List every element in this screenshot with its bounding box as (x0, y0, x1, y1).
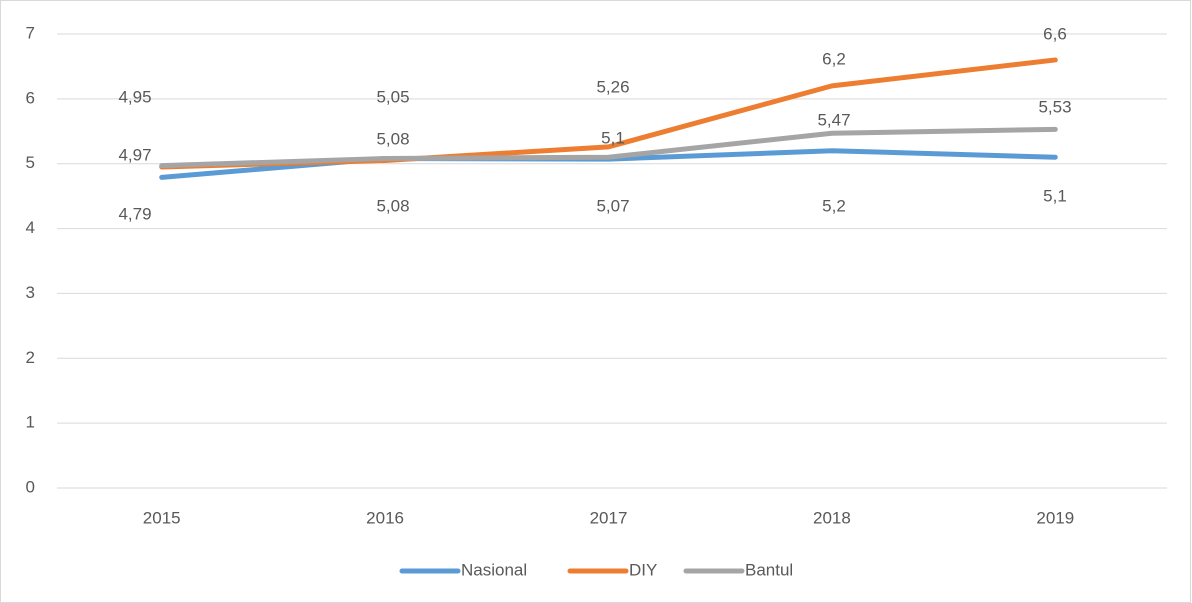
legend-label: DIY (629, 560, 657, 579)
data-label: 5,26 (596, 77, 629, 96)
data-label: 5,2 (822, 196, 846, 215)
data-label: 5,08 (376, 129, 409, 148)
x-tick-label: 2015 (143, 508, 181, 527)
y-tick-label: 1 (26, 413, 35, 432)
series-line (159, 126, 1058, 169)
data-label: 6,6 (1043, 24, 1067, 43)
data-label: 5,05 (376, 87, 409, 106)
x-tick-label: 2016 (366, 508, 404, 527)
y-tick-label: 3 (26, 283, 35, 302)
data-label: 5,1 (601, 128, 625, 147)
x-tick-label: 2017 (590, 508, 628, 527)
data-label: 5,47 (817, 110, 850, 129)
y-tick-label: 7 (26, 23, 35, 42)
legend-label: Bantul (745, 560, 793, 579)
data-label: 4,79 (118, 204, 151, 223)
y-tick-label: 0 (26, 477, 35, 496)
y-tick-label: 4 (26, 218, 35, 237)
legend-label: Nasional (461, 560, 527, 579)
y-tick-label: 5 (26, 153, 35, 172)
y-tick-label: 2 (26, 348, 35, 367)
x-tick-label: 2018 (813, 508, 851, 527)
data-label: 6,2 (822, 49, 846, 68)
x-tick-label: 2019 (1036, 508, 1074, 527)
y-tick-label: 6 (26, 88, 35, 107)
data-label: 4,95 (118, 87, 151, 106)
data-label: 4,97 (118, 145, 151, 164)
data-label: 5,07 (596, 196, 629, 215)
data-label: 5,53 (1038, 97, 1071, 116)
data-label: 5,1 (1043, 186, 1067, 205)
data-label: 5,08 (376, 196, 409, 215)
